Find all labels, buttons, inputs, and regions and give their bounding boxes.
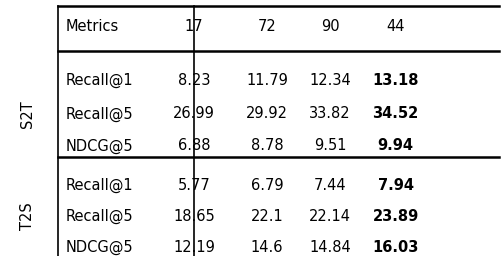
- Text: 16.03: 16.03: [372, 240, 419, 254]
- Text: Recall@5: Recall@5: [66, 209, 133, 224]
- Text: 26.99: 26.99: [173, 106, 215, 121]
- Text: 22.14: 22.14: [309, 209, 351, 224]
- Text: 5.77: 5.77: [178, 178, 210, 193]
- Text: 72: 72: [258, 19, 277, 34]
- Text: 29.92: 29.92: [246, 106, 288, 121]
- Text: NDCG@5: NDCG@5: [66, 239, 133, 255]
- Text: 9.94: 9.94: [377, 138, 414, 153]
- Text: Recall@1: Recall@1: [66, 178, 133, 193]
- Text: 8.78: 8.78: [251, 138, 283, 153]
- Text: 7.44: 7.44: [314, 178, 346, 193]
- Text: 44: 44: [387, 19, 405, 34]
- Text: 14.6: 14.6: [251, 240, 283, 254]
- Text: 8.23: 8.23: [178, 73, 210, 88]
- Text: 17: 17: [185, 19, 203, 34]
- Text: 9.51: 9.51: [314, 138, 346, 153]
- Text: 23.89: 23.89: [372, 209, 419, 224]
- Text: 90: 90: [321, 19, 339, 34]
- Text: 12.34: 12.34: [309, 73, 351, 88]
- Text: 11.79: 11.79: [246, 73, 288, 88]
- Text: 22.1: 22.1: [251, 209, 283, 224]
- Text: Recall@1: Recall@1: [66, 73, 133, 88]
- Text: 33.82: 33.82: [309, 106, 351, 121]
- Text: 14.84: 14.84: [309, 240, 351, 254]
- Text: Recall@5: Recall@5: [66, 106, 133, 122]
- Text: 6.79: 6.79: [251, 178, 283, 193]
- Text: 34.52: 34.52: [372, 106, 419, 121]
- Text: NDCG@5: NDCG@5: [66, 138, 133, 154]
- Text: S2T: S2T: [20, 100, 35, 128]
- Text: 18.65: 18.65: [173, 209, 215, 224]
- Text: 7.94: 7.94: [377, 178, 414, 193]
- Text: 12.19: 12.19: [173, 240, 215, 254]
- Text: 13.18: 13.18: [372, 73, 419, 88]
- Text: Metrics: Metrics: [66, 19, 119, 34]
- Text: T2S: T2S: [20, 202, 35, 230]
- Text: 6.88: 6.88: [178, 138, 210, 153]
